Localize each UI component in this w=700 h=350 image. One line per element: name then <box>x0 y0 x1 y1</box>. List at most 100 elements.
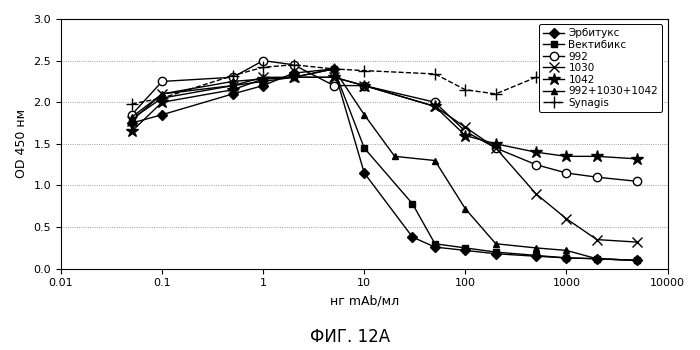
992 <box>491 146 500 150</box>
Вектибикс <box>127 117 136 121</box>
1030 <box>330 75 338 79</box>
Вектибикс <box>633 258 641 262</box>
1042 <box>491 142 500 146</box>
1030 <box>532 192 540 196</box>
Line: Synagis: Synagis <box>126 59 643 110</box>
Synagis <box>430 72 439 76</box>
Synagis <box>360 69 368 73</box>
992 <box>461 129 470 133</box>
Line: 992: 992 <box>127 56 641 186</box>
1042 <box>289 75 298 79</box>
Text: ФИГ. 12А: ФИГ. 12А <box>310 329 390 346</box>
992 <box>127 113 136 117</box>
992+1030+1042 <box>229 79 237 84</box>
992+1030+1042 <box>633 258 641 262</box>
1030 <box>158 92 167 96</box>
Эрбитукс <box>229 92 237 96</box>
1030 <box>593 238 601 242</box>
Line: 992+1030+1042: 992+1030+1042 <box>128 65 640 264</box>
Synagis <box>532 75 540 79</box>
992+1030+1042 <box>330 67 338 71</box>
Вектибикс <box>491 250 500 254</box>
992+1030+1042 <box>289 75 298 79</box>
Эрбитукс <box>461 248 470 252</box>
Вектибикс <box>289 75 298 79</box>
Line: Эрбитукс: Эрбитукс <box>128 65 640 264</box>
Эрбитукс <box>360 171 368 175</box>
1042 <box>562 154 570 159</box>
1042 <box>360 84 368 88</box>
1042 <box>633 157 641 161</box>
Synagis <box>127 102 136 106</box>
1030 <box>127 118 136 122</box>
992+1030+1042 <box>127 115 136 119</box>
Эрбитукс <box>532 254 540 258</box>
1042 <box>127 129 136 133</box>
992+1030+1042 <box>430 159 439 163</box>
Line: Вектибикс: Вектибикс <box>128 65 640 264</box>
Вектибикс <box>330 67 338 71</box>
Вектибикс <box>430 241 439 246</box>
Вектибикс <box>259 79 267 84</box>
Synagis <box>593 84 601 88</box>
X-axis label: нг mAb/мл: нг mAb/мл <box>330 294 399 307</box>
Эрбитукс <box>408 235 416 239</box>
992 <box>158 79 167 84</box>
992 <box>330 84 338 88</box>
Synagis <box>461 88 470 92</box>
Synagis <box>491 92 500 96</box>
992+1030+1042 <box>391 154 399 159</box>
Synagis <box>633 75 641 79</box>
992+1030+1042 <box>158 92 167 96</box>
Y-axis label: OD 450 нм: OD 450 нм <box>15 109 28 178</box>
992+1030+1042 <box>491 241 500 246</box>
Synagis <box>289 63 298 67</box>
1042 <box>593 154 601 159</box>
Эрбитукс <box>330 67 338 71</box>
Эрбитукс <box>562 256 570 260</box>
992 <box>360 84 368 88</box>
1042 <box>158 100 167 104</box>
992 <box>532 162 540 167</box>
1030 <box>633 240 641 244</box>
Вектибикс <box>158 96 167 100</box>
1030 <box>562 217 570 221</box>
1042 <box>532 150 540 154</box>
Вектибикс <box>593 257 601 261</box>
992 <box>593 175 601 179</box>
1042 <box>430 104 439 108</box>
992 <box>562 171 570 175</box>
Эрбитукс <box>430 245 439 249</box>
Вектибикс <box>532 253 540 258</box>
1030 <box>430 104 439 108</box>
Эрбитукс <box>593 257 601 261</box>
1030 <box>289 75 298 79</box>
1030 <box>461 125 470 129</box>
1042 <box>461 133 470 138</box>
1030 <box>360 84 368 88</box>
992+1030+1042 <box>461 207 470 211</box>
992+1030+1042 <box>360 113 368 117</box>
992 <box>289 63 298 67</box>
1030 <box>229 84 237 88</box>
Вектибикс <box>229 84 237 88</box>
Synagis <box>229 74 237 78</box>
Вектибикс <box>461 246 470 250</box>
Synagis <box>562 79 570 84</box>
Эрбитукс <box>158 113 167 117</box>
Line: 1030: 1030 <box>127 72 642 247</box>
Эрбитукс <box>127 121 136 125</box>
Вектибикс <box>360 146 368 150</box>
Synagis <box>330 67 338 71</box>
Эрбитукс <box>289 71 298 75</box>
992 <box>430 100 439 104</box>
Эрбитукс <box>259 84 267 88</box>
Эрбитукс <box>491 252 500 256</box>
Эрбитукс <box>633 258 641 262</box>
Line: 1042: 1042 <box>125 71 643 165</box>
992 <box>229 75 237 79</box>
Вектибикс <box>408 202 416 206</box>
992+1030+1042 <box>562 248 570 252</box>
Вектибикс <box>562 256 570 260</box>
Legend: Эрбитукс, Вектибикс, 992, 1030, 1042, 992+1030+1042, Synagis: Эрбитукс, Вектибикс, 992, 1030, 1042, 99… <box>539 24 662 112</box>
